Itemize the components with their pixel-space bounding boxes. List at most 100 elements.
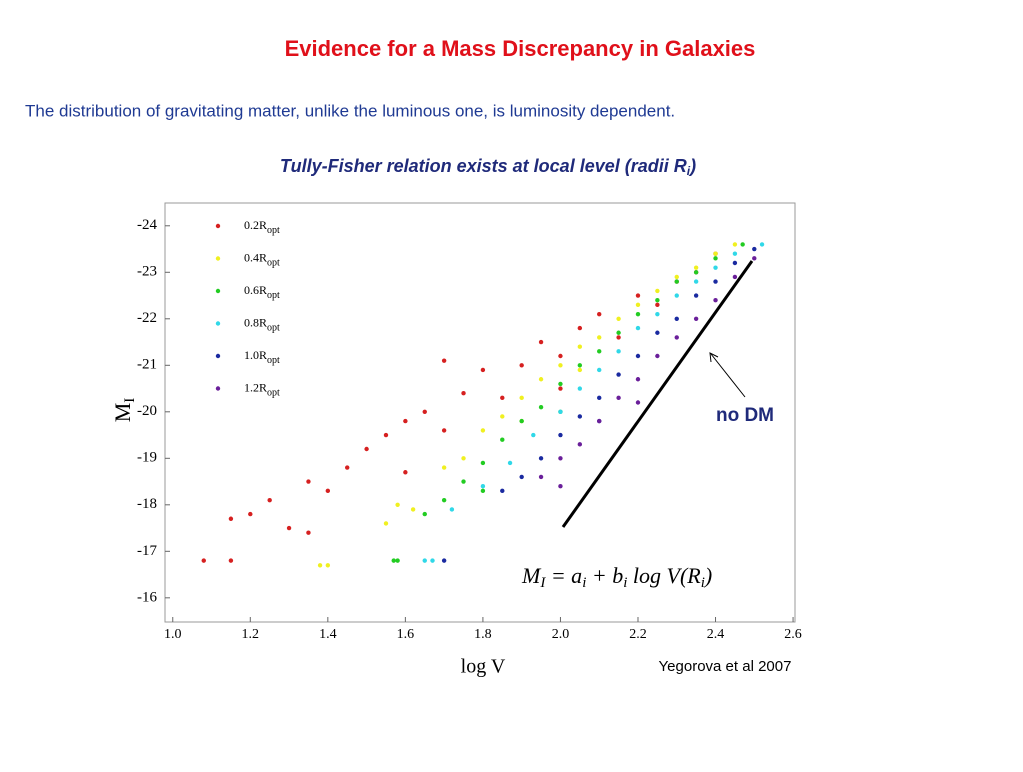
legend-marker <box>215 386 221 391</box>
point <box>538 404 544 410</box>
citation: Yegorova et al 2007 <box>659 658 792 675</box>
point <box>345 465 350 470</box>
y-label-main: M <box>110 403 135 423</box>
legend-sub: opt <box>267 290 280 301</box>
point <box>597 367 602 373</box>
chart-subtitle: Tully-Fisher relation exists at local le… <box>280 156 696 178</box>
point <box>248 511 253 517</box>
subtitle-end: ) <box>688 156 696 176</box>
point <box>558 409 563 415</box>
point <box>674 316 679 321</box>
point <box>577 367 583 373</box>
x-tick-label: 1.8 <box>474 627 492 642</box>
point <box>693 265 699 270</box>
x-tick-label: 2.0 <box>552 627 570 642</box>
x-tick-label: 1.6 <box>397 627 415 642</box>
point <box>480 367 486 373</box>
point <box>655 288 660 294</box>
equation-part: M <box>521 563 542 588</box>
x-axis-label: log V <box>461 656 506 678</box>
no-dm-line <box>561 260 754 528</box>
point <box>422 511 427 517</box>
point <box>655 302 660 308</box>
point <box>597 349 602 354</box>
point <box>740 242 745 247</box>
y-tick-label: -21 <box>137 357 157 373</box>
point <box>597 311 602 317</box>
point <box>500 488 505 494</box>
equation-part: log V(R <box>627 563 701 588</box>
point <box>577 414 583 419</box>
point <box>655 353 660 359</box>
point <box>713 251 718 256</box>
point <box>616 330 621 335</box>
equation-part: ) <box>703 563 712 588</box>
point <box>519 418 524 424</box>
legend-marker <box>215 321 221 326</box>
point <box>558 381 563 387</box>
point <box>267 497 272 503</box>
point <box>635 311 641 317</box>
legend-label: 0.2Ropt <box>244 218 280 237</box>
no-dm-label: no DM <box>716 405 774 426</box>
point <box>519 474 524 480</box>
legend-sub: opt <box>267 388 280 399</box>
point <box>507 460 513 466</box>
equation-part: + b <box>586 563 623 588</box>
equation-sub: i <box>582 575 586 591</box>
point <box>201 558 206 563</box>
point <box>635 377 641 382</box>
point <box>558 456 563 461</box>
point <box>577 442 583 447</box>
point <box>752 246 757 252</box>
legend-marker <box>215 256 221 261</box>
point <box>461 479 466 484</box>
point <box>500 395 505 401</box>
legend-marker <box>215 353 221 359</box>
y-label-sub: I <box>122 398 138 403</box>
point <box>674 335 679 340</box>
point <box>597 335 602 340</box>
point <box>577 363 583 368</box>
point <box>286 525 292 531</box>
point <box>655 311 660 317</box>
legend-label: 0.4Ropt <box>244 250 280 269</box>
point <box>531 432 536 438</box>
point <box>597 395 602 401</box>
point <box>317 563 323 568</box>
equation-sub: i <box>623 575 627 591</box>
point <box>558 432 563 438</box>
point <box>538 474 544 480</box>
point <box>635 302 641 308</box>
point <box>674 274 679 280</box>
x-tick-label: 2.2 <box>629 627 647 642</box>
point <box>480 488 486 494</box>
point <box>480 460 486 466</box>
legend-label: 1.2Ropt <box>244 380 280 399</box>
y-tick-label: -20 <box>137 403 157 419</box>
x-tick-label: 1.2 <box>242 627 260 642</box>
point <box>480 428 486 433</box>
point <box>635 353 641 359</box>
point <box>732 260 738 266</box>
point <box>364 446 369 452</box>
equation-sub: i <box>701 575 705 591</box>
point <box>674 293 679 298</box>
point <box>577 325 583 331</box>
point <box>306 479 311 484</box>
point <box>616 316 621 321</box>
point <box>538 339 544 345</box>
legend-label: 0.6Ropt <box>244 283 280 302</box>
equation: MI = ai + bi log V(Ri) <box>521 563 712 591</box>
point <box>422 409 427 415</box>
point <box>538 456 544 461</box>
point <box>449 507 455 512</box>
point <box>713 297 718 303</box>
y-tick-label: -16 <box>137 589 157 605</box>
point <box>325 488 331 494</box>
point <box>597 418 602 424</box>
point <box>655 297 660 303</box>
point <box>558 353 563 359</box>
point <box>228 516 234 521</box>
slide-title: Evidence for a Mass Discrepancy in Galax… <box>285 36 756 61</box>
